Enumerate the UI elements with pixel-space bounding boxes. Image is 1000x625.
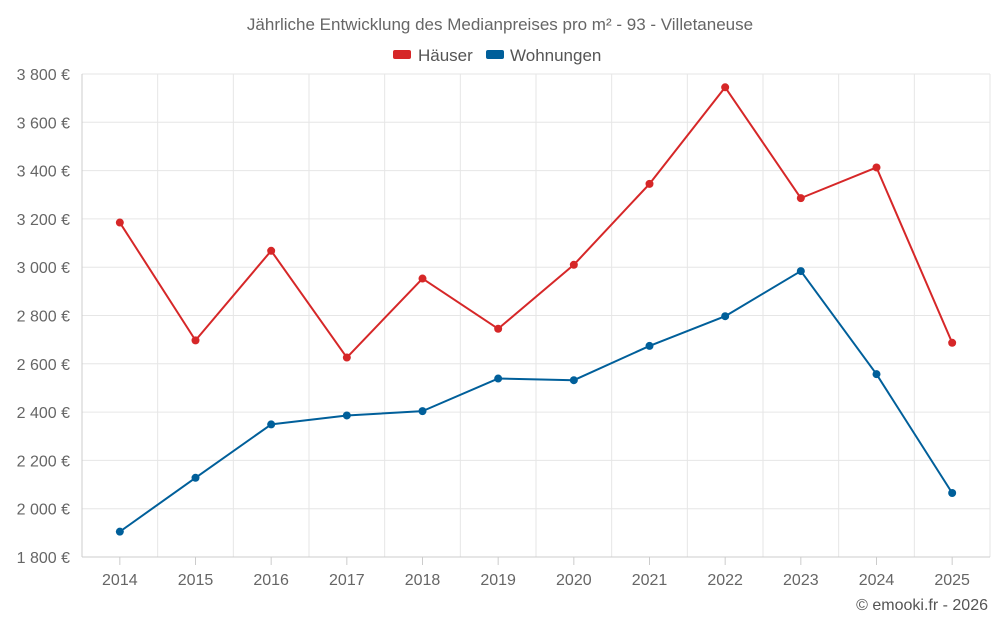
x-tick-label: 2020 [556,572,592,589]
data-point-wohnungen[interactable] [191,473,200,482]
credit-text: © emooki.fr - 2026 [856,597,988,614]
data-point-wohnungen[interactable] [721,312,730,321]
y-tick-label: 1 800 € [17,550,70,567]
x-tick-label: 2018 [405,572,441,589]
x-tick-label: 2016 [253,572,289,589]
series-line-wohnungen [119,270,954,533]
chart-title: Jährliche Entwicklung des Medianpreises … [247,15,753,34]
data-point-wohnungen[interactable] [569,376,578,385]
data-point-haeuser[interactable] [418,274,427,283]
data-point-haeuser[interactable] [342,353,351,362]
data-point-wohnungen[interactable] [418,407,427,416]
legend-swatch-haeuser [393,50,411,59]
y-tick-label: 2 200 € [17,453,70,470]
y-tick-label: 2 000 € [17,502,70,519]
x-tick-label: 2025 [934,572,970,589]
y-tick-label: 2 800 € [17,309,70,326]
data-point-haeuser[interactable] [494,324,503,333]
series-line-haeuser [118,86,954,359]
data-point-haeuser[interactable] [948,338,957,347]
data-point-haeuser[interactable] [569,260,578,269]
x-tick-label: 2015 [178,572,214,589]
y-tick-label: 3 800 € [17,67,70,84]
data-point-wohnungen[interactable] [267,420,276,429]
data-point-wohnungen[interactable] [948,489,957,498]
y-tick-label: 2 600 € [17,357,70,374]
x-tick-label: 2014 [102,572,138,589]
data-point-haeuser[interactable] [267,246,276,255]
x-tick-label: 2019 [480,572,516,589]
x-tick-label: 2023 [783,572,819,589]
data-point-wohnungen[interactable] [494,374,503,383]
x-tick-label: 2024 [859,572,895,589]
legend: Häuser Wohnungen [393,46,601,65]
legend-label-haeuser: Häuser [418,46,473,65]
data-point-haeuser[interactable] [645,179,654,188]
data-point-wohnungen[interactable] [796,267,805,276]
y-tick-label: 3 400 € [17,164,70,181]
x-tick-label: 2022 [707,572,743,589]
axes: 1 800 € 2 000 € 2 200 € 2 400 € 2 600 € 2 800… [17,67,990,589]
series-layer [115,83,957,536]
legend-item-wohnungen[interactable]: Wohnungen [486,46,601,65]
data-point-haeuser[interactable] [872,163,881,172]
legend-item-haeuser[interactable]: Häuser [393,46,473,65]
data-point-wohnungen[interactable] [645,341,654,350]
y-tick-label: 3 200 € [17,212,70,229]
data-point-haeuser[interactable] [191,336,200,345]
y-tick-label: 2 400 € [17,405,70,422]
data-point-haeuser[interactable] [721,83,730,92]
legend-swatch-wohnungen [486,50,504,59]
data-point-wohnungen[interactable] [115,527,124,536]
x-tick-label: 2021 [632,572,668,589]
data-point-haeuser[interactable] [796,194,805,203]
data-point-wohnungen[interactable] [342,411,351,420]
legend-label-wohnungen: Wohnungen [510,46,601,65]
x-tick-label: 2017 [329,572,365,589]
data-point-wohnungen[interactable] [872,370,881,379]
y-tick-label: 3 000 € [17,260,70,277]
data-point-haeuser[interactable] [115,218,124,227]
y-tick-label: 3 600 € [17,115,70,132]
grid-lines [81,73,991,557]
